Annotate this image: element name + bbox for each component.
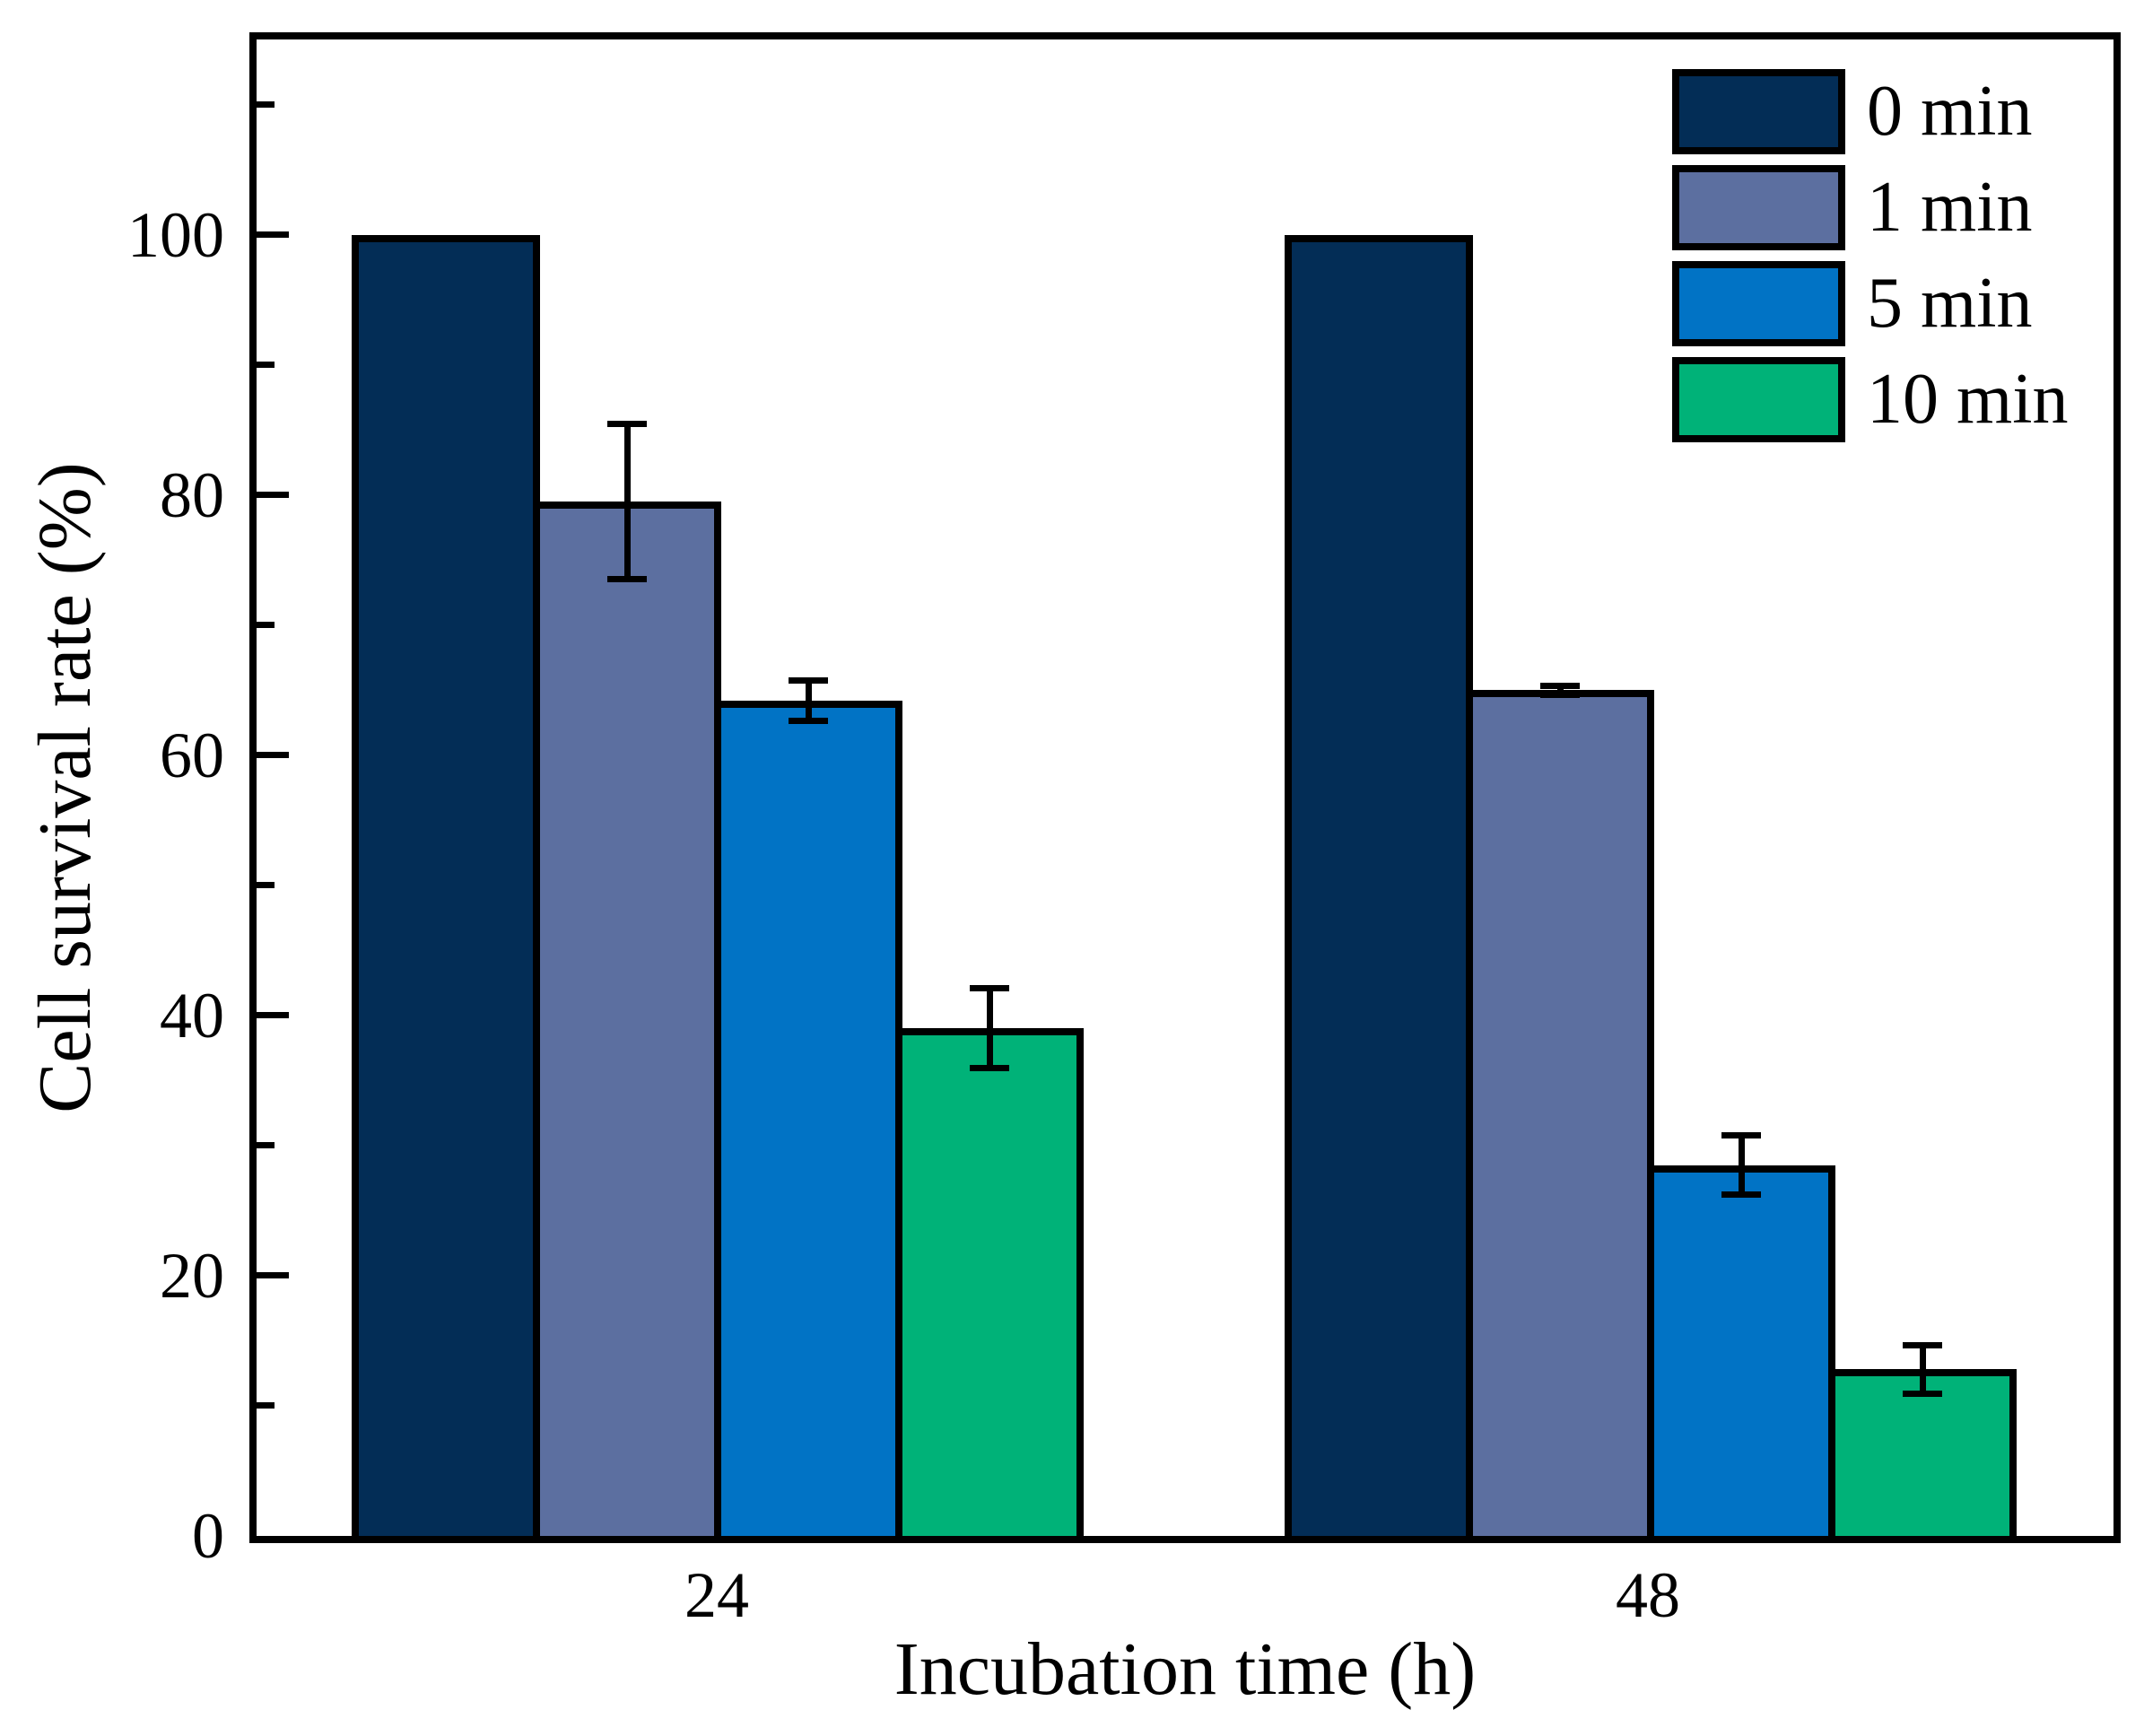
error-bar-cap-bottom [1721, 1191, 1761, 1198]
bar-48h-5min [1647, 1165, 1835, 1536]
legend-label: 5 min [1867, 264, 2033, 343]
error-bar-48h-10min [1903, 1342, 1942, 1397]
plot-inner [257, 39, 2113, 1536]
error-bar-cap-top [789, 677, 828, 684]
bar-48h-10min [1828, 1369, 2017, 1536]
legend-label: 10 min [1867, 360, 2069, 439]
error-bar-stem [987, 985, 993, 1071]
y-tick-label: 20 [160, 1240, 224, 1312]
y-tick-label: 80 [160, 459, 224, 531]
x-tick-label-48: 48 [1616, 1559, 1680, 1631]
legend-row-0min: 0 min [1672, 69, 2068, 154]
error-bar-24h-1min [607, 421, 647, 582]
legend-swatch-10min [1672, 357, 1845, 442]
error-bar-stem [1557, 683, 1564, 698]
error-bar-24h-5min [789, 677, 828, 724]
error-bar-cap-top [607, 421, 647, 427]
error-bar-stem [806, 677, 812, 724]
y-tick-label: 0 [192, 1500, 224, 1572]
y-minor-tick [257, 1142, 275, 1148]
error-bar-stem [1739, 1132, 1745, 1198]
legend-swatch-5min [1672, 261, 1845, 346]
bar-24h-0min [352, 235, 540, 1536]
y-major-tick [257, 231, 289, 238]
bar-48h-0min [1285, 235, 1473, 1536]
error-bar-cap-bottom [789, 718, 828, 724]
error-bar-48h-5min [1721, 1132, 1761, 1198]
y-major-tick [257, 1012, 289, 1018]
legend-row-5min: 5 min [1672, 261, 2068, 346]
error-bar-cap-bottom [1540, 692, 1580, 698]
bar-24h-10min [895, 1028, 1084, 1536]
y-tick-label: 100 [127, 199, 224, 271]
y-major-tick [257, 1272, 289, 1278]
error-bar-cap-bottom [970, 1065, 1009, 1071]
bar-48h-1min [1466, 690, 1654, 1536]
error-bar-stem [1920, 1342, 1926, 1397]
error-bar-cap-bottom [1903, 1391, 1942, 1397]
x-tick-label-24: 24 [684, 1559, 749, 1631]
x-axis-title: Incubation time (h) [893, 1627, 1477, 1711]
legend-swatch-0min [1672, 69, 1845, 154]
y-minor-tick [257, 362, 275, 368]
y-minor-tick [257, 622, 275, 628]
bar-24h-5min [714, 701, 902, 1536]
legend-label: 1 min [1867, 168, 2033, 247]
legend-swatch-1min [1672, 165, 1845, 250]
y-minor-tick [257, 1402, 275, 1409]
y-major-tick [257, 492, 289, 498]
y-tick-label: 60 [160, 720, 224, 791]
bar-24h-1min [533, 502, 721, 1536]
legend-label: 0 min [1867, 72, 2033, 151]
y-major-tick [257, 752, 289, 758]
legend: 0 min 1 min 5 min 10 min [1672, 69, 2068, 453]
error-bar-cap-top [1721, 1132, 1761, 1138]
error-bar-cap-top [1903, 1342, 1942, 1348]
error-bar-cap-top [970, 985, 1009, 991]
error-bar-24h-10min [970, 985, 1009, 1071]
error-bar-cap-bottom [607, 576, 647, 582]
y-minor-tick [257, 882, 275, 888]
error-bar-48h-1min [1540, 683, 1580, 698]
error-bar-stem [624, 421, 631, 582]
y-tick-label: 40 [160, 980, 224, 1051]
y-minor-tick [257, 101, 275, 108]
error-bar-cap-top [1540, 683, 1580, 689]
legend-row-1min: 1 min [1672, 165, 2068, 250]
legend-row-10min: 10 min [1672, 357, 2068, 442]
